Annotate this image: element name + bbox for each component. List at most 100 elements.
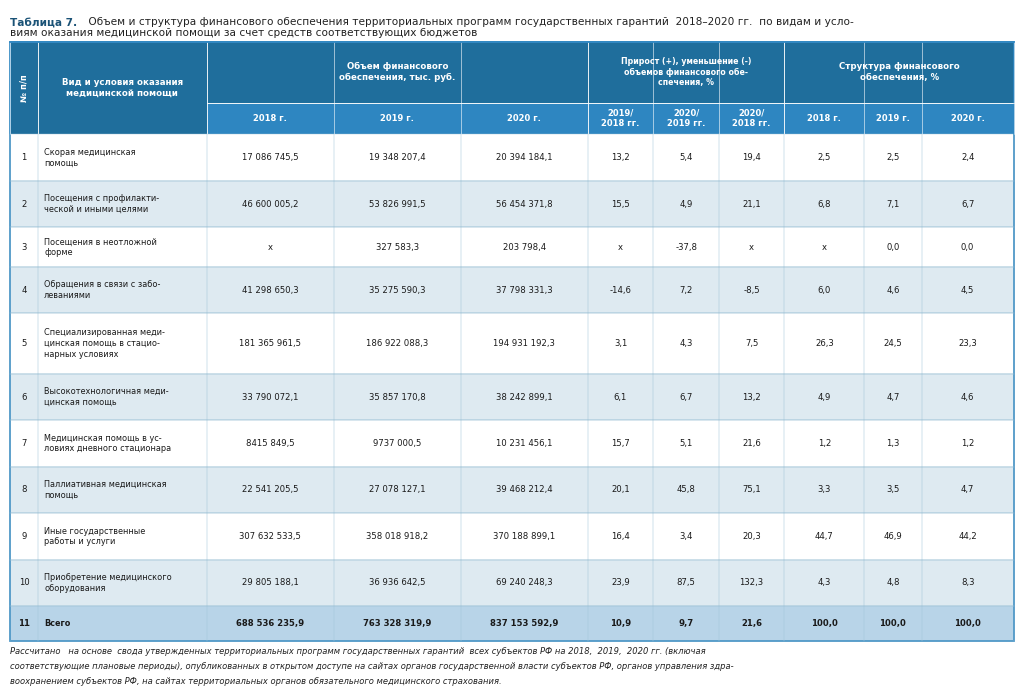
Bar bbox=[10, 267, 1014, 313]
Text: 35 275 590,3: 35 275 590,3 bbox=[369, 286, 426, 295]
Text: Прирост (+), уменьшение (-)
объемов финансового обе-
спечения, %: Прирост (+), уменьшение (-) объемов фина… bbox=[621, 57, 752, 87]
Text: 26,3: 26,3 bbox=[815, 339, 834, 348]
Text: Объем финансового
обеспечения, тыс. руб.: Объем финансового обеспечения, тыс. руб. bbox=[339, 62, 456, 82]
Text: 7,2: 7,2 bbox=[679, 286, 693, 295]
Text: -37,8: -37,8 bbox=[675, 243, 697, 252]
Text: 186 922 088,3: 186 922 088,3 bbox=[367, 339, 428, 348]
Bar bbox=[10, 227, 1014, 267]
Text: 4,6: 4,6 bbox=[886, 286, 900, 295]
Text: 2: 2 bbox=[22, 200, 27, 209]
Text: 6,0: 6,0 bbox=[817, 286, 831, 295]
Text: 44,7: 44,7 bbox=[815, 532, 834, 541]
Bar bbox=[10, 420, 1014, 467]
Bar bbox=[784, 42, 1014, 103]
Text: 3,3: 3,3 bbox=[817, 486, 831, 495]
Text: 2018 г.: 2018 г. bbox=[253, 114, 288, 123]
Text: 23,9: 23,9 bbox=[611, 579, 630, 588]
Text: 16,4: 16,4 bbox=[611, 532, 630, 541]
Text: виям оказания медицинской помощи за счет средств соответствующих бюджетов: виям оказания медицинской помощи за счет… bbox=[10, 28, 477, 38]
Text: № п/п: № п/п bbox=[19, 74, 29, 102]
Text: 69 240 248,3: 69 240 248,3 bbox=[496, 579, 553, 588]
Bar bbox=[10, 467, 1014, 514]
Bar bbox=[38, 42, 207, 134]
Bar bbox=[784, 103, 1014, 134]
Text: 3,5: 3,5 bbox=[886, 486, 900, 495]
Text: 19 348 207,4: 19 348 207,4 bbox=[369, 153, 426, 162]
Text: 20,3: 20,3 bbox=[742, 532, 761, 541]
Text: 100,0: 100,0 bbox=[954, 619, 981, 628]
Bar bbox=[10, 181, 1014, 227]
Text: 6,1: 6,1 bbox=[613, 392, 628, 401]
Text: -14,6: -14,6 bbox=[609, 286, 632, 295]
Text: 194 931 192,3: 194 931 192,3 bbox=[494, 339, 555, 348]
Text: 4,3: 4,3 bbox=[817, 579, 831, 588]
Bar bbox=[10, 134, 1014, 181]
Text: 100,0: 100,0 bbox=[811, 619, 838, 628]
Text: 13,2: 13,2 bbox=[611, 153, 630, 162]
Text: x: x bbox=[618, 243, 623, 252]
Text: 6,7: 6,7 bbox=[679, 392, 693, 401]
Text: 8415 849,5: 8415 849,5 bbox=[246, 439, 295, 448]
Bar bbox=[10, 313, 1014, 374]
Text: 87,5: 87,5 bbox=[677, 579, 695, 588]
Text: 3: 3 bbox=[22, 243, 27, 252]
Text: 17 086 745,5: 17 086 745,5 bbox=[242, 153, 299, 162]
Text: 20 394 184,1: 20 394 184,1 bbox=[496, 153, 553, 162]
Text: Структура финансового
обеспечения, %: Структура финансового обеспечения, % bbox=[839, 62, 959, 82]
Text: 0,0: 0,0 bbox=[961, 243, 975, 252]
Text: 38 242 899,1: 38 242 899,1 bbox=[496, 392, 553, 401]
Text: 8: 8 bbox=[22, 486, 27, 495]
Text: 6,8: 6,8 bbox=[817, 200, 831, 209]
Text: 4,3: 4,3 bbox=[679, 339, 693, 348]
Text: 763 328 319,9: 763 328 319,9 bbox=[364, 619, 431, 628]
Bar bbox=[10, 514, 1014, 560]
Text: 4,5: 4,5 bbox=[961, 286, 975, 295]
Text: 2020/
2018 гг.: 2020/ 2018 гг. bbox=[732, 109, 771, 128]
Text: 688 536 235,9: 688 536 235,9 bbox=[237, 619, 304, 628]
Text: воохранением субъектов РФ, на сайтах территориальных органов обязательного медиц: воохранением субъектов РФ, на сайтах тер… bbox=[10, 677, 502, 686]
Text: 7,5: 7,5 bbox=[744, 339, 759, 348]
Text: 1: 1 bbox=[22, 153, 27, 162]
Bar bbox=[10, 42, 1014, 641]
Text: 13,2: 13,2 bbox=[742, 392, 761, 401]
Text: 4,7: 4,7 bbox=[886, 392, 900, 401]
Text: Обращения в связи с забо-
леваниями: Обращения в связи с забо- леваниями bbox=[44, 280, 161, 300]
Text: 21,1: 21,1 bbox=[742, 200, 761, 209]
Text: Скорая медицинская
помощь: Скорая медицинская помощь bbox=[44, 148, 135, 168]
Text: 6: 6 bbox=[22, 392, 27, 401]
Text: 4,7: 4,7 bbox=[961, 486, 975, 495]
Text: 9: 9 bbox=[22, 532, 27, 541]
Text: 2,4: 2,4 bbox=[961, 153, 975, 162]
Text: Рассчитано   на основе  свода утвержденных территориальных программ государствен: Рассчитано на основе свода утвержденных … bbox=[10, 647, 706, 656]
Text: 10,9: 10,9 bbox=[610, 619, 631, 628]
Text: 21,6: 21,6 bbox=[742, 439, 761, 448]
Text: Паллиативная медицинская
помощь: Паллиативная медицинская помощь bbox=[44, 480, 167, 500]
Text: 4,6: 4,6 bbox=[961, 392, 975, 401]
Text: 53 826 991,5: 53 826 991,5 bbox=[369, 200, 426, 209]
Text: 1,2: 1,2 bbox=[961, 439, 975, 448]
Text: 27 078 127,1: 27 078 127,1 bbox=[369, 486, 426, 495]
Bar bbox=[207, 103, 588, 134]
Text: Всего: Всего bbox=[44, 619, 71, 628]
Text: 307 632 533,5: 307 632 533,5 bbox=[240, 532, 301, 541]
Text: 19,4: 19,4 bbox=[742, 153, 761, 162]
Bar bbox=[10, 606, 1014, 641]
Text: 33 790 072,1: 33 790 072,1 bbox=[242, 392, 299, 401]
Text: 0,0: 0,0 bbox=[886, 243, 900, 252]
Text: Иные государственные
работы и услуги: Иные государственные работы и услуги bbox=[44, 527, 145, 546]
Bar bbox=[10, 374, 1014, 420]
Text: 2020 г.: 2020 г. bbox=[950, 114, 985, 123]
Text: 2,5: 2,5 bbox=[886, 153, 900, 162]
Text: 2018 г.: 2018 г. bbox=[807, 114, 842, 123]
Text: 3,4: 3,4 bbox=[679, 532, 693, 541]
Text: Посещения с профилакти-
ческой и иными целями: Посещения с профилакти- ческой и иными ц… bbox=[44, 194, 159, 214]
Text: 23,3: 23,3 bbox=[958, 339, 977, 348]
Bar bbox=[588, 103, 784, 134]
Bar bbox=[10, 42, 38, 134]
Text: Медицинская помощь в ус-
ловиях дневного стационара: Медицинская помощь в ус- ловиях дневного… bbox=[44, 434, 171, 453]
Text: x: x bbox=[822, 243, 826, 252]
Text: 181 365 961,5: 181 365 961,5 bbox=[240, 339, 301, 348]
Text: 15,5: 15,5 bbox=[611, 200, 630, 209]
Text: -8,5: -8,5 bbox=[743, 286, 760, 295]
Text: Специализированная меди-
цинская помощь в стацио-
нарных условиях: Специализированная меди- цинская помощь … bbox=[44, 328, 165, 359]
